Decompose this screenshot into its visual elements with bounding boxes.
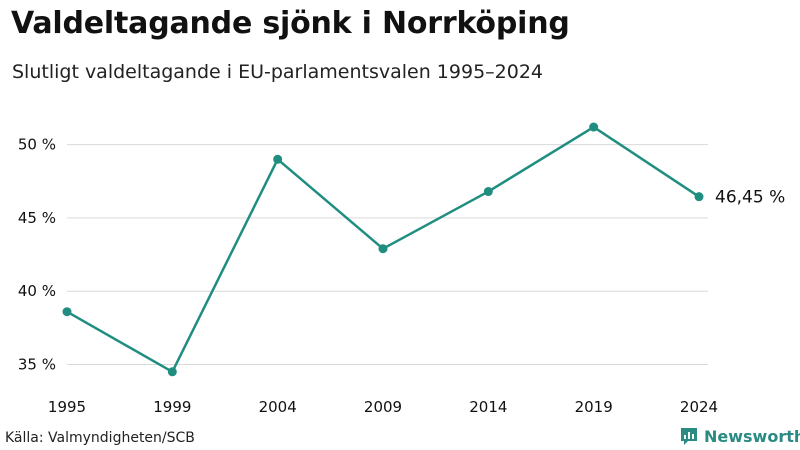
data-point [378, 244, 388, 254]
y-tick-label: 50 % [18, 136, 56, 154]
x-tick-label: 2009 [364, 398, 402, 416]
brand-logo: Newsworthy [679, 426, 800, 446]
newsworthy-logo-icon [681, 428, 697, 445]
data-point [694, 192, 704, 202]
end-value-label: 46,45 % [715, 188, 785, 208]
data-point [62, 307, 72, 317]
brand-name: Newsworthy [704, 426, 800, 446]
gridlines [67, 144, 708, 365]
x-tick-label: 2004 [259, 398, 297, 416]
x-tick-label: 1999 [153, 398, 191, 416]
data-point [167, 367, 177, 377]
y-axis-ticks: 35 % 40 % 45 % 50 % [18, 136, 56, 374]
y-tick-label: 45 % [18, 209, 56, 227]
data-point [589, 122, 599, 132]
y-tick-label: 40 % [18, 282, 56, 300]
x-tick-label: 2014 [469, 398, 507, 416]
x-tick-label: 2019 [575, 398, 613, 416]
x-tick-label: 1995 [48, 398, 86, 416]
x-tick-label: 2024 [680, 398, 718, 416]
data-labels: 46,45 % [715, 188, 785, 208]
chart-subtitle: Slutligt valdeltagande i EU-parlamentsva… [12, 61, 544, 83]
data-point [483, 187, 493, 197]
y-tick-label: 35 % [18, 355, 56, 373]
source-note: Källa: Valmyndigheten/SCB [5, 430, 195, 446]
series-layer [62, 122, 704, 377]
data-point [273, 154, 283, 164]
chart-title: Valdeltagande sjönk i Norrköping [11, 6, 570, 41]
x-axis-ticks: 1995 1999 2004 2009 2014 2019 2024 [48, 398, 718, 416]
